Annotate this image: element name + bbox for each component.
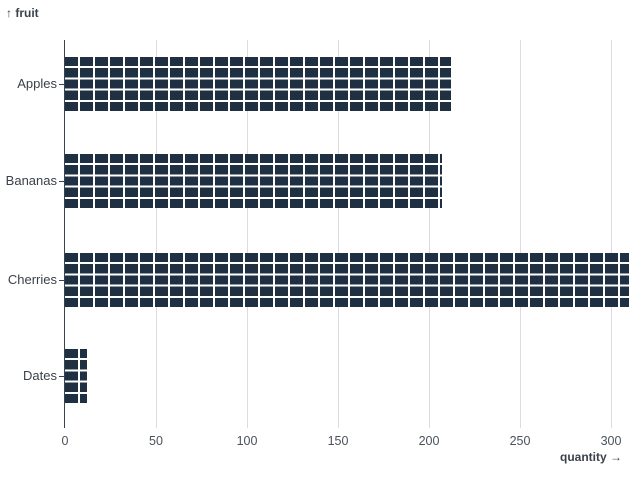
gridline-x-50 (156, 40, 157, 428)
y-tick-label-dates: Dates (23, 368, 57, 383)
gridline-x-250 (520, 40, 521, 428)
y-axis-title: ↑ fruit (6, 6, 39, 20)
y-tick-label-cherries: Cherries (7, 272, 57, 287)
gridline-x-100 (247, 40, 248, 428)
y-tick-bananas (59, 181, 64, 182)
x-tick-label-300: 300 (600, 434, 622, 448)
bar-dates (65, 349, 87, 403)
gridline-x-300 (611, 40, 612, 428)
y-axis-line (64, 40, 65, 428)
x-tick-label-150: 150 (327, 434, 349, 448)
x-tick-label-50: 50 (149, 434, 163, 448)
x-tick-label-100: 100 (236, 434, 258, 448)
y-tick-dates (59, 376, 64, 377)
x-tick-label-200: 200 (418, 434, 440, 448)
bar-apples (65, 57, 451, 111)
y-tick-label-bananas: Bananas (5, 173, 57, 188)
y-tick-label-apples: Apples (17, 76, 57, 91)
x-axis-title: quantity → (560, 450, 622, 464)
bar-bananas (65, 154, 442, 208)
y-tick-apples (59, 84, 64, 85)
y-tick-cherries (59, 280, 64, 281)
bar-cherries (65, 253, 629, 307)
gridline-x-150 (338, 40, 339, 428)
gridline-x-200 (429, 40, 430, 428)
x-tick-label-0: 0 (61, 434, 69, 448)
x-tick-label-250: 250 (509, 434, 531, 448)
